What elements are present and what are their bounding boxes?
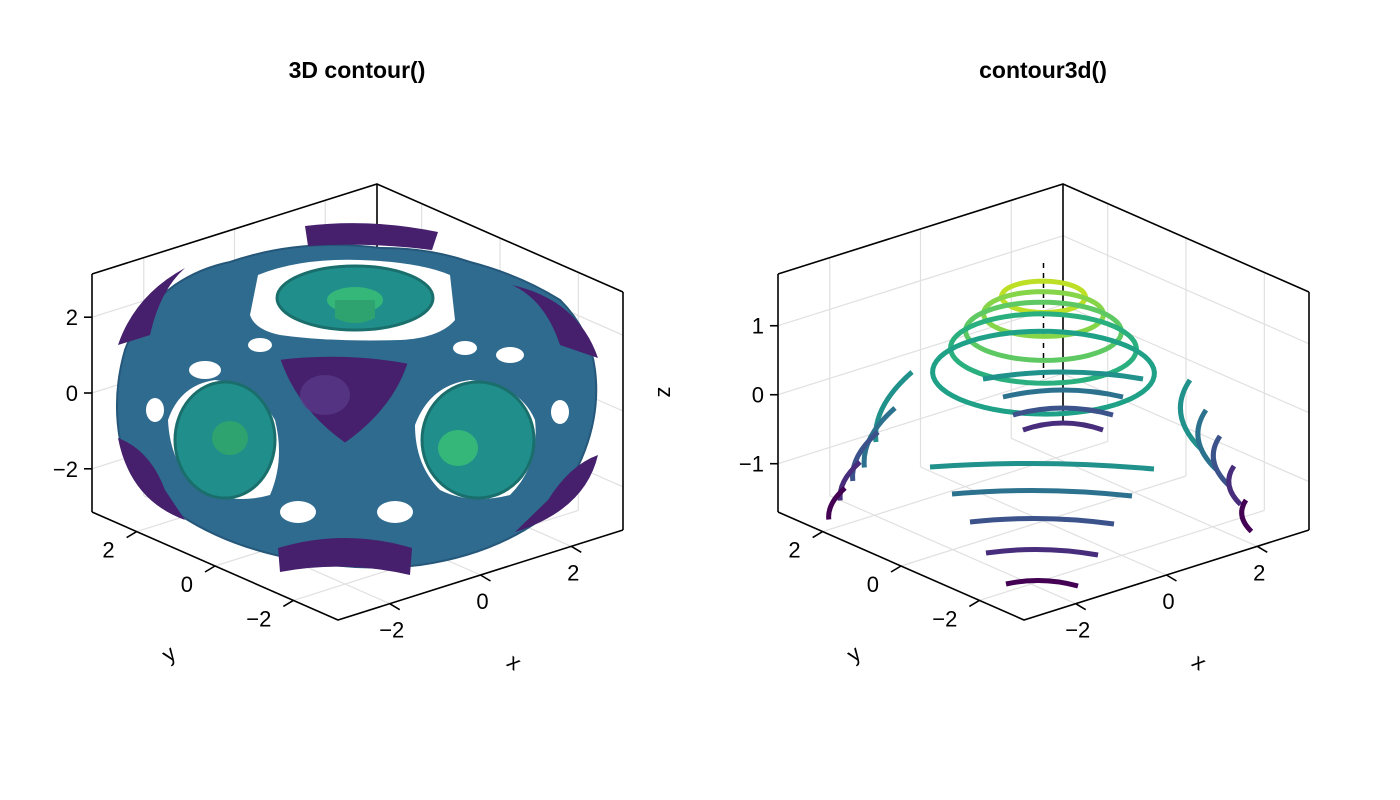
tick-label-y: 0 [181,572,193,597]
contour-ring [998,278,1089,316]
tick-label-z: −1 [739,452,764,477]
tick-y [968,599,980,608]
surface-hole [551,400,569,424]
tick-label-x: 0 [476,589,488,614]
tick-x [1256,545,1268,554]
contour-floor-arc [929,460,1155,472]
contour-inner-arc [982,369,1144,382]
contour-right-arc [1210,434,1231,487]
tick-label-z: 1 [752,314,764,339]
surface-hole [248,338,272,352]
contour-right-arc [1177,378,1204,452]
panel-3d-contour: 3D contour() [53,57,624,675]
contour-left-arc [850,430,880,482]
tick-label-y: 0 [867,572,879,597]
tick-label-y: 2 [788,538,800,563]
tick-label-x: 2 [1253,560,1265,585]
tick-x [1166,574,1177,582]
surface-triangle-glow [300,375,350,415]
right-z-axis-label: z [650,387,675,398]
contour-inner-arc [1022,420,1104,433]
surface-hole [189,361,221,379]
panel-title-left: 3D contour() [289,57,426,83]
tick-label-z: −2 [53,457,78,482]
contour-left-arc [837,460,862,501]
tick-label-x: −2 [379,618,404,643]
contour-inner-arc [1002,387,1124,400]
contour-left-arc [826,486,847,520]
tick-x [570,545,582,554]
tick-y [204,565,216,573]
surface-core-right [438,430,478,466]
surface-cap-lower-right [515,455,598,532]
tick-label-z: 0 [66,381,78,406]
tick-label-y: −2 [932,606,957,631]
tick-label-z: 2 [66,305,78,330]
contour-inner-arc [1012,405,1114,418]
tick-label-z: 0 [752,383,764,408]
surface-ring-right [420,380,536,500]
tick-x [480,574,491,582]
right-axis-front [777,511,1310,621]
surface-hole [377,501,413,523]
grid-line-y-floor [1011,437,1258,547]
surface-cap-lower-left [118,438,185,520]
tick-x [1075,602,1087,611]
surface-cap-upper-right [512,285,598,358]
tick-y [282,599,294,608]
frame-floor-front [91,511,624,621]
isosurface [115,223,598,575]
grid-line-y-floor [829,495,1076,605]
tick-y [812,530,824,539]
surface-core-left [212,421,248,455]
contour-right-arc [1195,408,1218,472]
contour-right-arc [1226,464,1243,507]
contour-floor-arc [1005,577,1079,589]
tick-label-y: 2 [102,538,114,563]
tick-label-x: 2 [567,560,579,585]
tick-x [389,602,401,611]
contour-floor-arc [985,546,1099,558]
left-axis-front [91,511,624,621]
contour-floor-arc [969,515,1115,527]
tick-label-y: −2 [246,606,271,631]
surface-hole [453,341,477,355]
surface-cap-upper-left [118,268,185,345]
panel-contour3d: contour3d() −101−202−202 y x z [650,57,1310,675]
tick-y [890,565,902,573]
contour-right-arc [1239,498,1254,534]
contour-lines [826,263,1254,589]
tick-y [126,530,138,539]
surface-cap-top [305,223,438,250]
contour-ring [963,299,1124,363]
surface-hole [496,347,524,363]
left-ticks: −2 0 2 −2 0 2 −2 0 2 [53,305,582,643]
surface-hole [280,501,316,523]
surface-hole [146,398,164,422]
contour-floor-arc [951,487,1133,499]
frame-floor-front [777,511,1310,621]
tick-label-x: −2 [1065,618,1090,643]
tick-label-x: 0 [1162,589,1174,614]
surface-stem-top [335,300,375,323]
contour-ring [930,328,1157,417]
surface-cap-bottom [278,538,412,575]
right-ticks: −1 0 1 −2 0 2 −2 0 2 [739,314,1268,643]
contour-ring [948,311,1139,386]
panel-title-right: contour3d() [979,57,1107,83]
